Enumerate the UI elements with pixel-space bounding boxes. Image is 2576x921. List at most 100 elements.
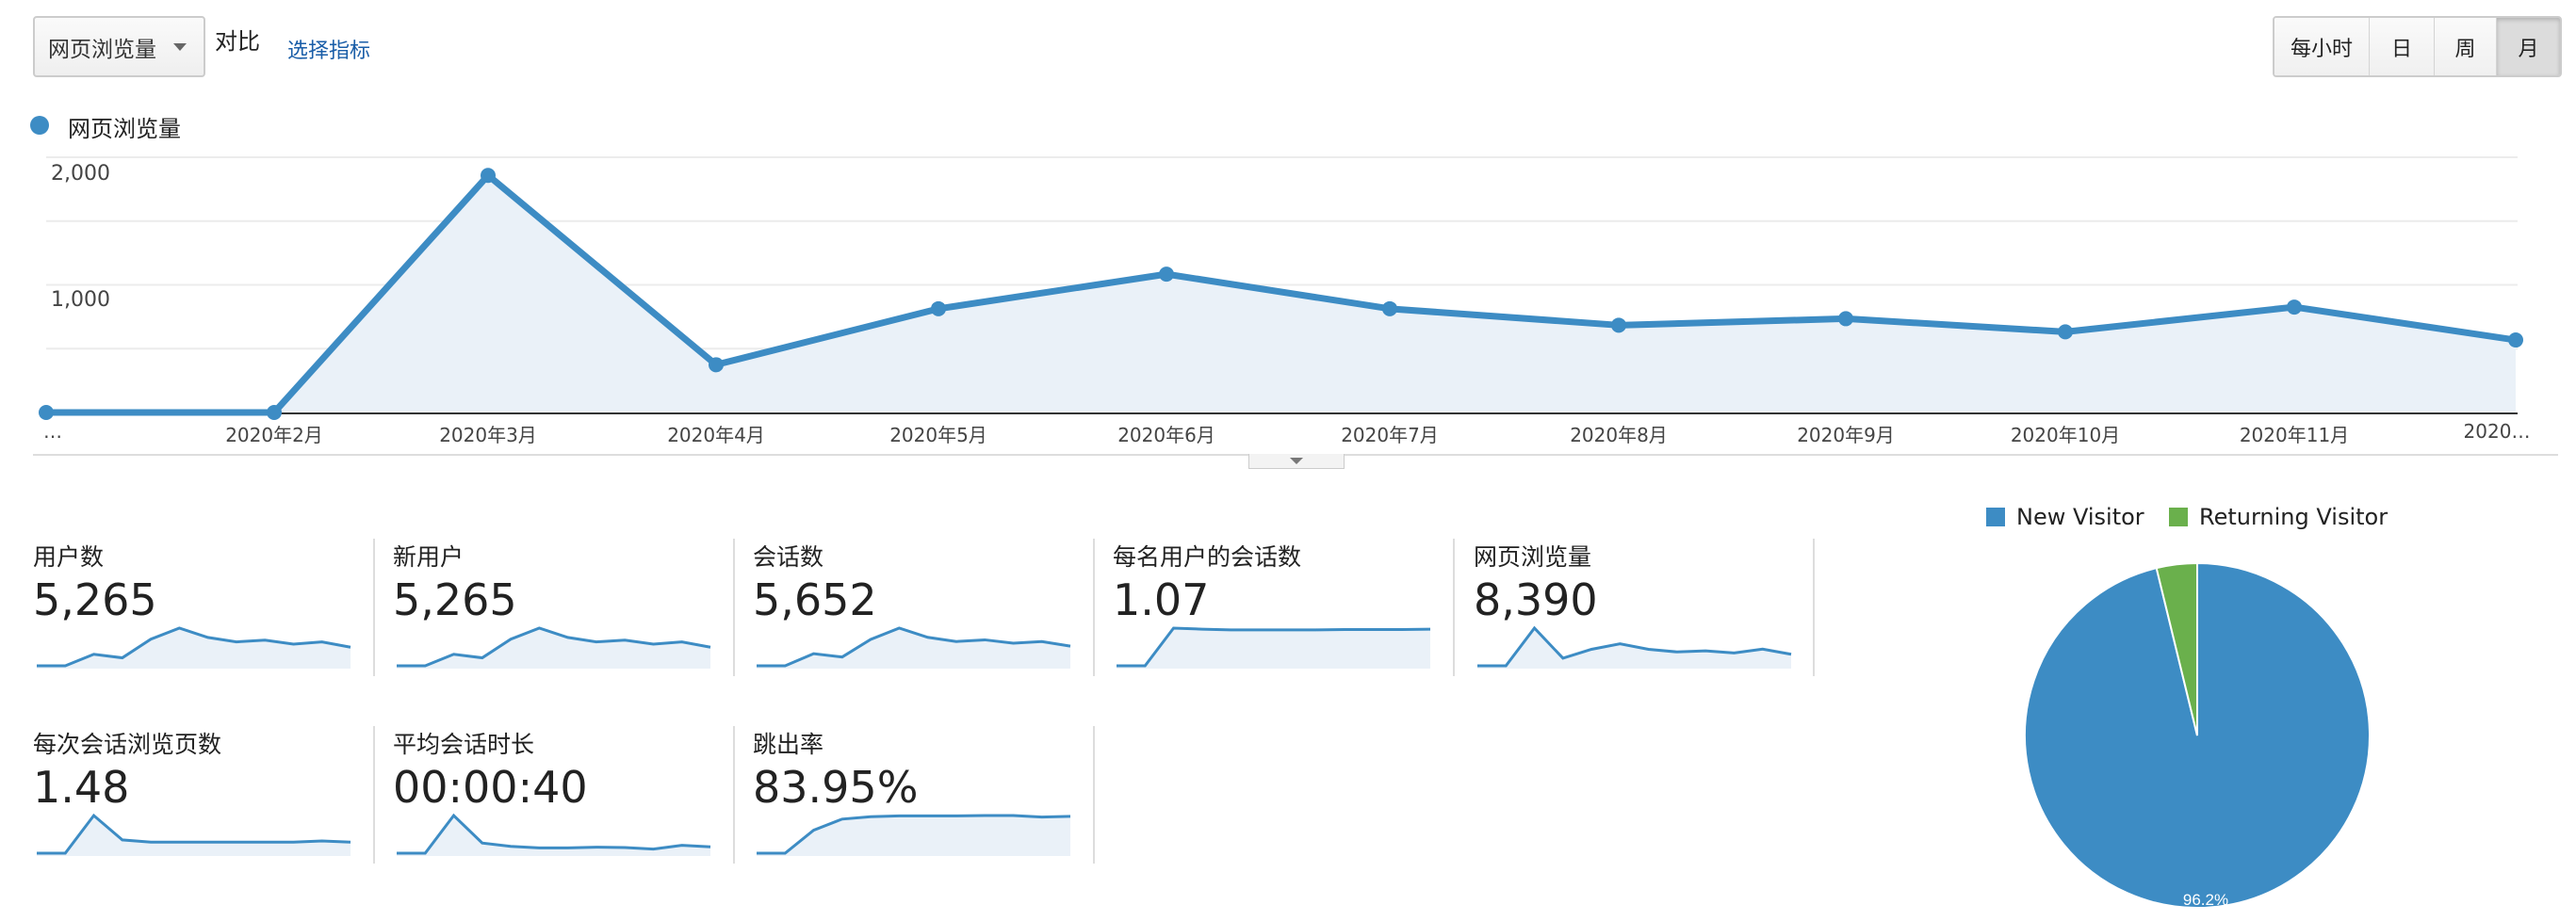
x-tick-label: … [43,420,62,443]
chart-legend-label: 网页浏览量 [68,116,181,142]
visitor-type-pie-chart: 96.2% [2024,561,2371,909]
sparkline-line [397,626,711,668]
metric-card[interactable]: 平均会话时长 00:00:40 [393,726,718,864]
metric-label: 用户数 [33,543,105,571]
metric-label: 跳出率 [753,731,824,758]
x-tick-label: 2020年11月 [2239,424,2350,446]
metric-label: 平均会话时长 [393,731,535,758]
card-divider [733,539,735,676]
metric-label: 每名用户的会话数 [1113,543,1302,571]
pie-slice-returning-visitor[interactable] [2155,561,2198,736]
metric-value: 5,265 [33,574,157,625]
granularity-week-button[interactable]: 周 [2435,18,2497,75]
metric-card[interactable]: 新用户 5,265 [393,539,718,676]
card-divider [1093,726,1095,864]
legend-marker [30,116,49,135]
sparkline-line [757,626,1071,668]
card-divider [373,726,375,864]
y-tick-label: 2,000 [51,162,110,186]
granularity-month-button[interactable]: 月 [2497,18,2560,75]
data-point[interactable] [709,357,724,373]
metric-card[interactable]: 每名用户的会话数 1.07 [1113,539,1438,676]
metric-label: 每次会话浏览页数 [33,731,222,758]
x-tick-label: 2020年9月 [1797,424,1895,446]
metric-value: 8,390 [1474,574,1598,625]
metric-card[interactable]: 每次会话浏览页数 1.48 [33,726,358,864]
metric-value: 00:00:40 [393,762,588,813]
sparkline-area [1117,628,1430,669]
legend-swatch [2169,508,2188,526]
sparkline-line [397,813,711,855]
sparkline-area [37,628,351,669]
sparkline-area [757,816,1070,856]
x-tick-label: 2020… [2463,420,2531,443]
metric-sparkline [397,626,711,669]
metric-label: 会话数 [753,543,824,571]
compare-label: 对比 [215,28,260,55]
metric-sparkline [397,813,711,856]
chevron-down-icon [173,42,187,51]
pie-slice-new-visitor[interactable] [2024,561,2371,909]
data-point[interactable] [1611,317,1626,333]
metric-value: 5,265 [393,574,517,625]
metric-dropdown[interactable]: 网页浏览量 [33,16,205,77]
metric-sparkline [37,626,351,669]
metric-card[interactable]: 网页浏览量 8,390 [1474,539,1799,676]
x-tick-label: 2020年7月 [1341,424,1439,446]
triangle-down-icon [1290,458,1303,464]
x-tick-label: 2020年5月 [889,424,987,446]
legend-item-new-visitor[interactable]: New Visitor [1986,504,2144,530]
metric-sparkline [757,626,1071,669]
data-point[interactable] [39,405,54,420]
sparkline-line [757,814,1071,855]
metric-value: 1.48 [33,762,130,813]
sparkline-line [37,813,351,855]
sparkline-area [397,816,710,856]
metric-sparkline [757,814,1071,856]
select-metric-link[interactable]: 选择指标 [287,40,371,63]
x-tick-label: 2020年3月 [439,424,537,446]
data-point[interactable] [2287,299,2302,315]
series-line [46,171,2517,416]
metric-sparkline [37,813,351,856]
granularity-toggle: 每小时 日 周 月 [2273,16,2562,77]
data-point[interactable] [481,168,496,184]
card-divider [1453,539,1455,676]
metric-card[interactable]: 会话数 5,652 [753,539,1078,676]
sparkline-area [757,628,1070,669]
legend-item-returning-visitor[interactable]: Returning Visitor [2169,504,2388,530]
metric-value: 5,652 [753,574,877,625]
sparkline-line [1117,626,1431,668]
y-tick-label: 1,000 [51,288,110,312]
data-point[interactable] [2508,332,2523,348]
pie-slice-label: 96.2% [2183,891,2228,909]
pageviews-line-chart [39,156,2523,420]
legend-swatch [1986,508,2005,526]
x-tick-label: 2020年10月 [2010,424,2121,446]
data-point[interactable] [267,405,282,420]
sparkline-area [1477,628,1791,669]
metric-card[interactable]: 用户数 5,265 [33,539,358,676]
data-point[interactable] [2058,324,2073,340]
x-tick-label: 2020年4月 [667,424,765,446]
data-point[interactable] [1838,311,1853,327]
metric-card[interactable]: 跳出率 83.95% [753,726,1078,864]
sparkline-area [37,816,351,856]
legend-label: Returning Visitor [2199,504,2389,530]
card-divider [373,539,375,676]
sparkline-line [37,626,351,668]
data-point[interactable] [931,300,946,316]
sparkline-area [397,628,710,669]
metric-value: 1.07 [1113,574,1210,625]
granularity-day-button[interactable]: 日 [2370,18,2435,75]
metric-dropdown-label: 网页浏览量 [48,37,156,62]
collapse-chart-toggle[interactable] [1248,454,1345,469]
legend-label: New Visitor [2016,504,2144,530]
data-point[interactable] [1159,267,1174,283]
granularity-hourly-button[interactable]: 每小时 [2274,18,2370,75]
metric-sparkline [1117,626,1431,669]
data-point[interactable] [1382,300,1397,316]
metric-sparkline [1477,625,1792,669]
metric-label: 新用户 [393,543,465,571]
metric-value: 83.95% [753,762,919,813]
